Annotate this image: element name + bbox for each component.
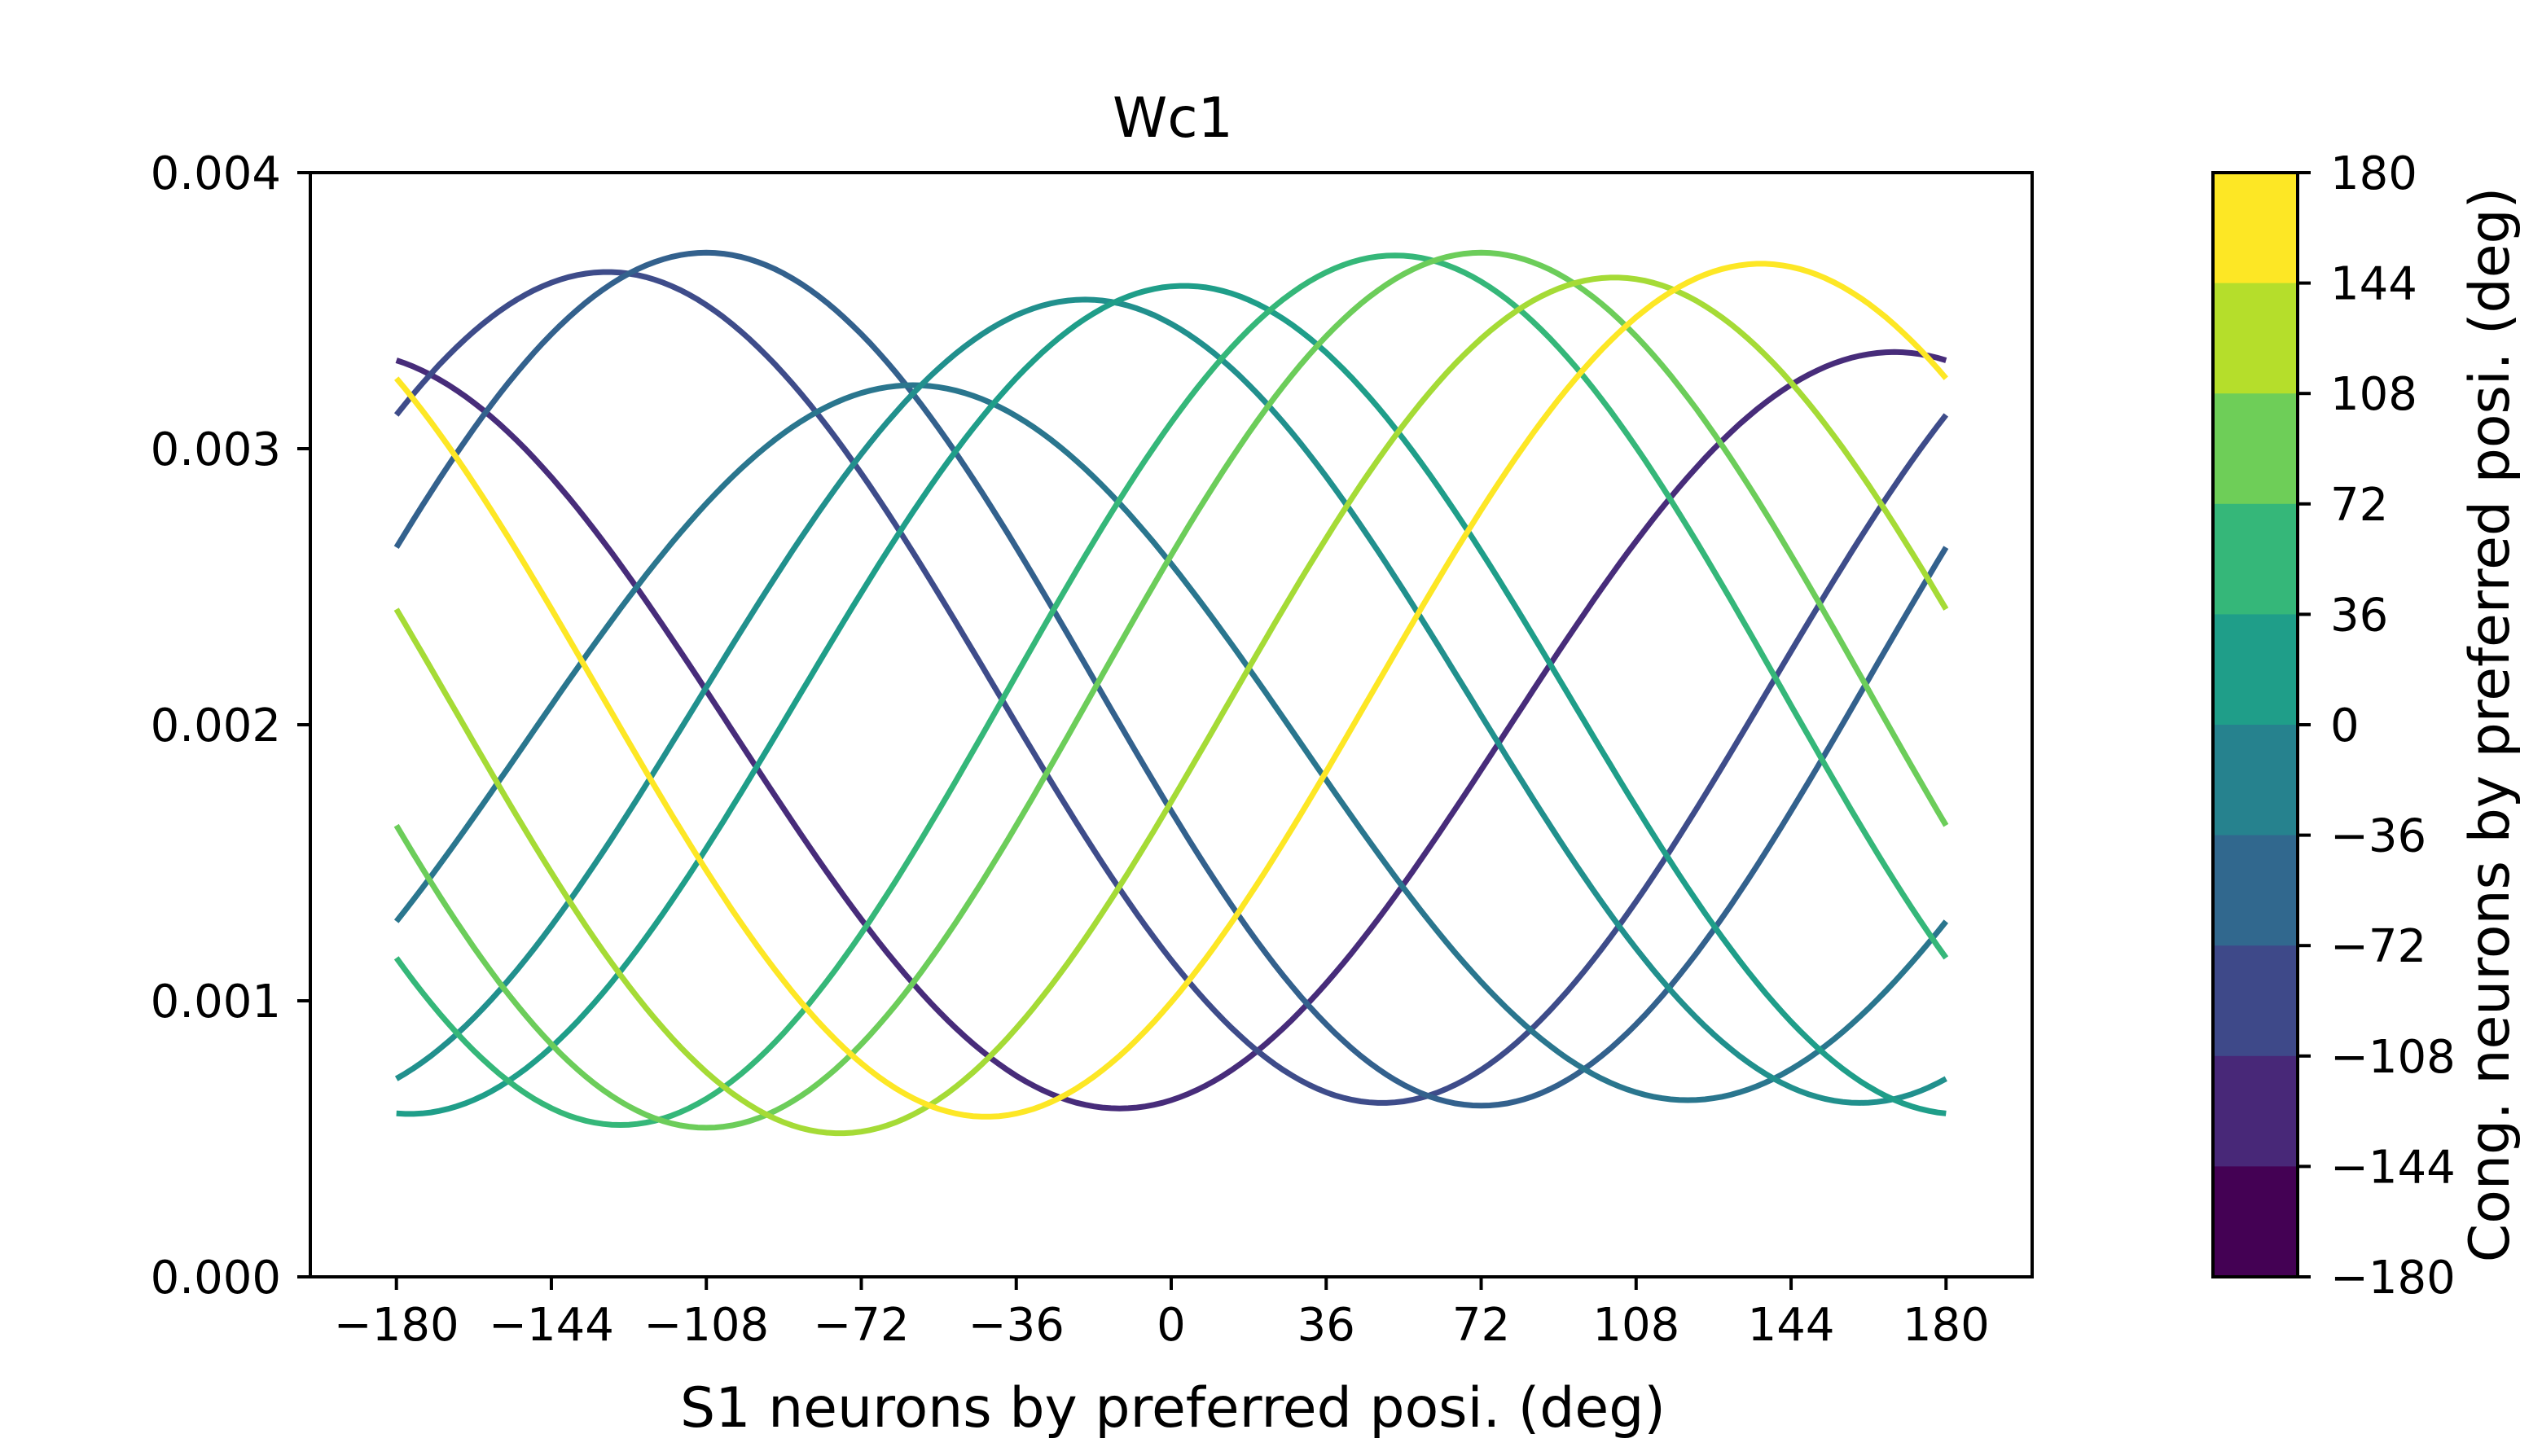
x-tick-label: −72 (813, 1299, 909, 1352)
x-axis-ticks: −180 −144 −108 −72 −36 0 36 72 108 144 180 (334, 1277, 1990, 1352)
x-tick-label: 72 (1452, 1299, 1510, 1352)
y-tick-label: 0.002 (151, 699, 281, 752)
x-tick-label: −144 (489, 1299, 614, 1352)
y-tick-label: 0.004 (151, 147, 281, 200)
colorbar-segment (2213, 173, 2298, 284)
series-line-1 (395, 349, 1947, 1112)
x-tick-label: 108 (1592, 1299, 1679, 1352)
colorbar-tick-label: 36 (2330, 589, 2388, 642)
series-line-8 (393, 249, 1949, 1131)
colorbar-segment (2213, 283, 2298, 394)
series-line-2 (393, 269, 1949, 1106)
colorbar-tick-label: −144 (2330, 1141, 2456, 1194)
colorbar-segment (2213, 945, 2298, 1057)
x-tick-label: 180 (1903, 1299, 1990, 1352)
colorbar-tick-label: 72 (2330, 479, 2388, 532)
x-tick-label: −108 (643, 1299, 769, 1352)
x-tick-label: 144 (1748, 1299, 1835, 1352)
series-line-4 (393, 382, 1949, 1103)
y-tick-label: 0.001 (151, 976, 281, 1028)
x-tick-label: 36 (1297, 1299, 1355, 1352)
x-tick-label: 0 (1157, 1299, 1186, 1352)
series-line-3 (393, 249, 1949, 1109)
colorbar-tick-label: 144 (2330, 258, 2417, 311)
x-tick-label: −36 (968, 1299, 1065, 1352)
colorbar-tick-label: −180 (2330, 1252, 2456, 1305)
colorbar-segment (2213, 835, 2298, 946)
colorbar-segment (2213, 614, 2298, 726)
series-line-10 (394, 261, 1948, 1120)
colorbar-segment (2213, 1055, 2298, 1167)
plot-frame (309, 171, 2034, 1278)
colorbar-tick-label: −108 (2330, 1031, 2456, 1084)
series-line-6 (396, 283, 1947, 1117)
y-tick-label: 0.000 (151, 1252, 281, 1305)
y-axis-ticks: 0.000 0.001 0.002 0.003 0.004 (151, 147, 310, 1305)
series-line-9 (393, 274, 1949, 1137)
x-axis-label: S1 neurons by preferred posi. (deg) (680, 1376, 1666, 1441)
colorbar-tick-label: 0 (2330, 699, 2360, 752)
colorbar-tick-label: −72 (2330, 920, 2426, 973)
colorbar-tick-label: −36 (2330, 810, 2426, 863)
x-tick-label: −180 (334, 1299, 459, 1352)
colorbar: 180 144 108 72 36 0 −36 −72 −108 −144 −180 (2211, 147, 2456, 1305)
chart-title: Wc1 (1113, 86, 1233, 151)
series-line-5 (394, 296, 1947, 1106)
colorbar-segment (2213, 725, 2298, 836)
colorbar-tick-label: 108 (2330, 368, 2417, 421)
y-tick-label: 0.003 (151, 423, 281, 476)
series-line-7 (393, 252, 1949, 1129)
colorbar-segment (2213, 393, 2298, 505)
colorbar-segment (2213, 1166, 2298, 1278)
colorbar-label: Cong. neurons by preferred posi. (deg) (2458, 187, 2522, 1262)
colorbar-segment (2213, 503, 2298, 615)
colorbar-tick-label: 180 (2330, 147, 2417, 200)
series-layer (393, 249, 1949, 1137)
